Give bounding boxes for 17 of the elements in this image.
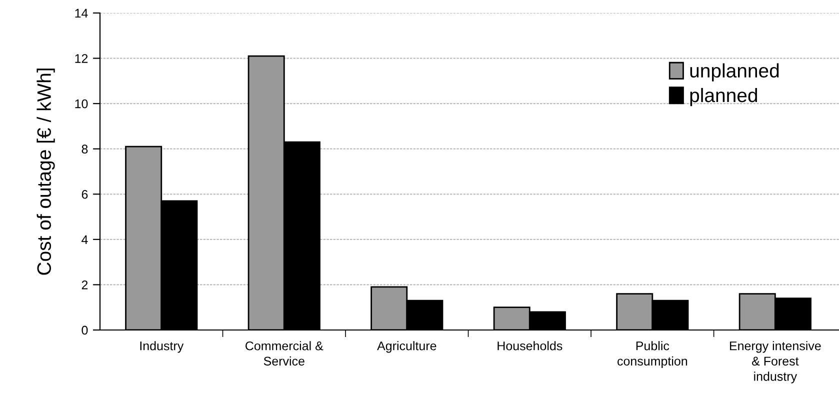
x-tick-label: Industry	[140, 341, 184, 353]
x-tick-label: Agriculture	[377, 341, 436, 353]
y-tick-label: 10	[75, 99, 88, 108]
x-tick-label: Energy intensive & Forest industry	[730, 341, 821, 384]
y-tick-label: 14	[75, 8, 88, 18]
y-tick-label: 2	[82, 280, 88, 290]
y-tick-label: 12	[75, 54, 88, 63]
y-tick-label: 0	[82, 326, 88, 335]
y-tick-label: 8	[82, 144, 88, 154]
y-axis-title: Cost of outage [€ / kWh]	[36, 68, 55, 275]
x-tick-label: Commercial & Service	[246, 341, 324, 366]
y-tick-label: 6	[82, 190, 88, 199]
x-tick-label: Households	[498, 341, 562, 350]
legend-label: unplanned	[690, 63, 779, 82]
y-tick-label: 4	[82, 235, 88, 244]
x-tick-label: Public consumption	[618, 341, 688, 368]
legend-label: planned	[690, 88, 758, 106]
